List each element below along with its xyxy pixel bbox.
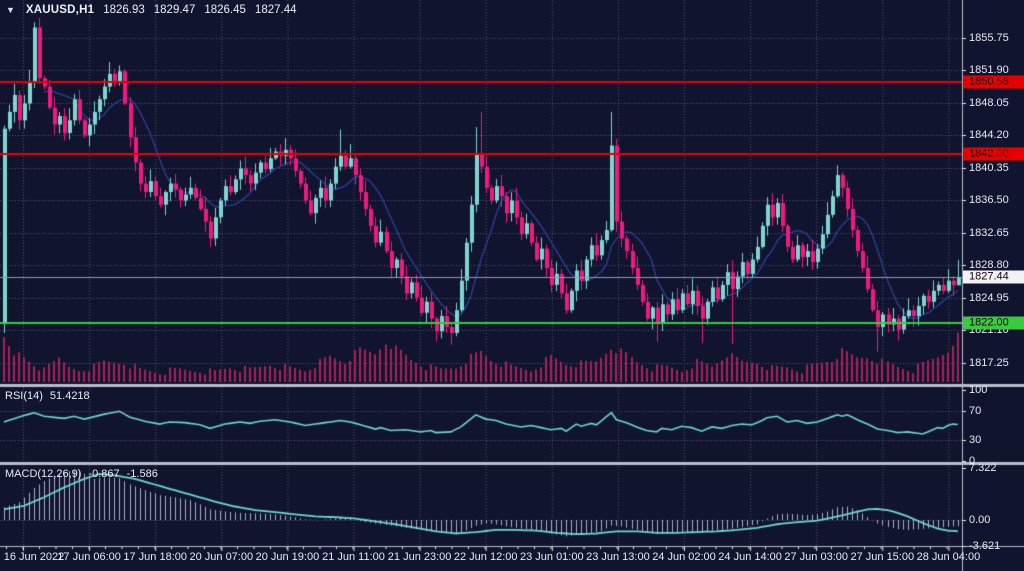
price-tick-label: 1836.50 <box>969 194 1009 207</box>
ohlc-open-value: 1826.93 <box>103 4 145 16</box>
red-level-price-tag: 1850.58 <box>963 75 1024 89</box>
green-level-price-tag: 1822.00 <box>963 316 1024 330</box>
time-tick-label: 16 Jun 2022 <box>3 551 65 563</box>
ohlc-low-value: 1826.45 <box>204 4 246 16</box>
time-tick-label: 21 Jun 23:00 <box>387 551 452 563</box>
time-axis[interactable]: 16 Jun 2022 17 Jun 06:00 17 Jun 18:00 20 Ju… <box>0 551 980 571</box>
price-tick-label: 1824.95 <box>969 291 1009 304</box>
price-tick-label: 1848.05 <box>969 96 1009 109</box>
price-tick-label: 1851.90 <box>969 64 1009 77</box>
time-tick-label: 17 Jun 06:00 <box>57 551 121 563</box>
time-tick-label: 27 Jun 03:00 <box>784 551 848 563</box>
current-price-tag: 1827.44 <box>963 270 1024 284</box>
rsi-tick-label: 0 <box>969 455 976 467</box>
time-tick-label: 22 Jun 12:00 <box>453 551 518 563</box>
time-tick-label: 20 Jun 07:00 <box>189 551 254 563</box>
time-tick-label: 20 Jun 19:00 <box>255 551 320 563</box>
time-tick-label: 21 Jun 11:00 <box>322 551 385 563</box>
ohlc-high-value: 1829.47 <box>153 4 196 16</box>
ohlc-close-value: 1827.44 <box>254 4 297 16</box>
time-tick-label: 23 Jun 13:00 <box>586 551 650 563</box>
rsi-indicator-label: RSI(14) 51.4218 <box>5 390 90 402</box>
rsi-value: 51.4218 <box>49 390 90 402</box>
rsi-name: RSI(14) <box>5 390 43 402</box>
price-tick-label: 1828.80 <box>969 259 1009 272</box>
rsi-tick-label: 70 <box>969 405 982 418</box>
time-tick-label: 23 Jun 01:00 <box>519 551 584 563</box>
price-tick-label: 1832.65 <box>969 226 1009 239</box>
macd-signal-value: -1.586 <box>126 468 158 480</box>
time-tick-label: 24 Jun 02:00 <box>652 551 716 563</box>
symbol-dropdown-icon[interactable]: ▼ <box>6 5 15 15</box>
time-tick-label: 27 Jun 15:00 <box>850 551 915 563</box>
macd-indicator-label: MACD(12,26,9) -0.867 -1.586 <box>5 468 158 480</box>
symbol-timeframe-label: XAUUSD,H1 <box>25 4 95 16</box>
macd-main-value: -0.867 <box>88 468 120 480</box>
time-tick-label: 24 Jun 14:00 <box>718 551 782 563</box>
time-tick-label: 17 Jun 18:00 <box>123 551 187 563</box>
time-tick-label: 28 Jun 04:00 <box>916 551 981 563</box>
macd-tick-label: 0.00 <box>969 514 991 526</box>
price-tick-label: 1817.25 <box>969 356 1009 369</box>
price-tick-label: 1855.75 <box>969 32 1009 44</box>
macd-name: MACD(12,26,9) <box>5 468 82 480</box>
macd-tick-label: 7.322 <box>969 462 997 474</box>
rsi-tick-label: 100 <box>969 384 988 396</box>
price-axis[interactable]: 1855.75 1851.90 1848.05 1844.20 1840.35 1836.… <box>963 0 1024 571</box>
chart-title-bar: ▼ XAUUSD,H1 1826.93 1829.47 1826.45 1827… <box>6 4 297 16</box>
red-level-price-tag: 1842.00 <box>963 147 1024 161</box>
macd-tick-label: -3.621 <box>969 539 1001 552</box>
rsi-tick-label: 30 <box>969 433 982 446</box>
price-tick-label: 1844.20 <box>969 129 1009 142</box>
price-tick-label: 1840.35 <box>969 161 1009 174</box>
